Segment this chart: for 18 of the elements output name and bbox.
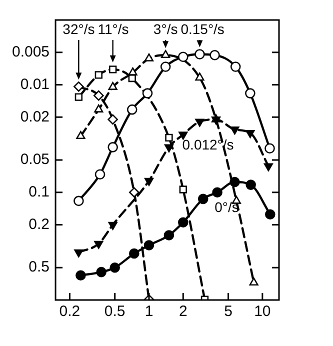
text: 11°/s [98, 20, 129, 37]
x-tick-label: 1 [144, 303, 154, 320]
y-tick-label: 0.01 [20, 76, 50, 93]
text: 32°/s [62, 20, 95, 37]
x-tick-label: 2 [178, 303, 188, 320]
x-tick-label: 0.2 [59, 303, 80, 320]
x-tick-label: 5 [224, 303, 232, 320]
y-tick-label: 0.5 [28, 258, 50, 276]
y-tick-label: 0.1 [28, 184, 50, 201]
series-label: 3°/s [153, 20, 178, 37]
x-tick-label: 10 [254, 303, 271, 320]
y-tick-label: 0.05 [20, 151, 50, 168]
x-tick-label: 0.5 [104, 303, 126, 320]
series-label: 0.15°/s [180, 20, 224, 37]
y-tick-label: 0.02 [20, 108, 50, 126]
y-tick-label: 0.005 [12, 44, 50, 61]
series-label: 0.012°/s [182, 136, 234, 152]
y-tick-label: 0.2 [28, 216, 50, 233]
